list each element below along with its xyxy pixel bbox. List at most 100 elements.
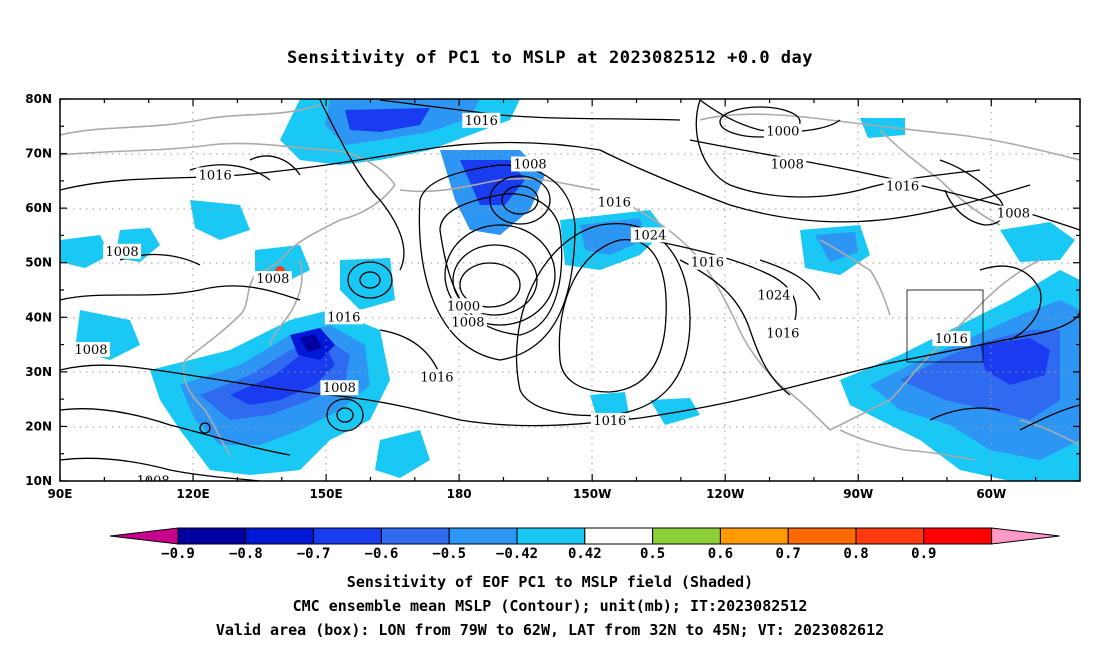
contour-label: 1016 [462, 112, 501, 129]
svg-text:1016: 1016 [593, 414, 626, 429]
contour-label: 1016 [417, 369, 456, 385]
contour-label: 1016 [688, 254, 727, 271]
svg-text:1016: 1016 [886, 179, 919, 194]
svg-text:1008: 1008 [323, 381, 356, 396]
lon-label: 90E [48, 487, 73, 501]
contour-label: 1008 [768, 156, 807, 172]
longitude-labels: 90E 120E 150E 180 150W 120W 90W 60W [48, 487, 1007, 501]
contour-label: 1000 [763, 123, 802, 140]
colorbar-label: −0.5 [432, 546, 466, 562]
contour-label: 1008 [511, 156, 550, 172]
lat-label: 30N [25, 365, 52, 379]
contour-label: 1016 [932, 331, 971, 347]
svg-text:1016: 1016 [420, 370, 453, 385]
lon-label: 120W [706, 487, 744, 501]
svg-text:1024: 1024 [633, 228, 666, 243]
colorbar-high-extension [991, 527, 1060, 545]
colorbar-low-extension [109, 527, 179, 545]
contour-label: 1008 [134, 473, 173, 489]
colorbar-swatch [719, 527, 789, 545]
contour-label: 1024 [630, 227, 669, 243]
contour-label: 1016 [324, 309, 363, 325]
contour-label: 1024 [755, 287, 793, 303]
contour-label: 1008 [103, 243, 142, 260]
colorbar-swatch [313, 527, 382, 545]
contour-label: 1008 [72, 342, 111, 358]
lon-label: 90W [843, 487, 873, 501]
colorbar-swatch [177, 527, 247, 545]
colorbar-label: 0.6 [708, 546, 733, 562]
contour-label: 1016 [196, 167, 235, 183]
axis-ticks [59, 98, 1081, 482]
lon-label: 150W [573, 487, 611, 501]
colorbar-label: −0.42 [496, 546, 538, 562]
svg-text:1016: 1016 [199, 168, 232, 183]
colorbar-swatch [245, 527, 315, 545]
contour-label: 1016 [595, 194, 634, 211]
colorbar-label: 0.5 [640, 546, 665, 562]
colorbar-swatch [448, 527, 518, 545]
svg-text:1000: 1000 [766, 125, 799, 140]
lon-label: 120E [176, 487, 209, 501]
contour-label: 1016 [590, 412, 629, 429]
colorbar-swatch [516, 527, 586, 545]
sensitivity-shading [60, 99, 1080, 481]
contour-label: 1008 [449, 314, 487, 331]
contour-label: 1016 [883, 178, 922, 194]
contour-label: 1008 [320, 380, 359, 396]
colorbar-label: −0.6 [365, 546, 399, 562]
colorbar-label: 0.8 [843, 546, 868, 562]
colorbar-swatch [380, 527, 450, 545]
svg-text:1016: 1016 [465, 114, 498, 129]
footer-line-2: CMC ensemble mean MSLP (Contour); unit(m… [292, 597, 808, 615]
svg-text:1016: 1016 [766, 327, 799, 342]
svg-text:1008: 1008 [137, 474, 170, 489]
lon-label: 180 [447, 487, 472, 501]
contour-labels: 1016 1008 1016 1008 1008 1016 1008 1008 1016 1000… [72, 112, 1033, 489]
lat-label: 50N [25, 256, 52, 270]
contour-label: 1008 [253, 271, 292, 287]
coastlines [60, 104, 1080, 461]
svg-text:1008: 1008 [256, 272, 289, 287]
svg-text:1008: 1008 [514, 157, 547, 172]
plot-title: Sensitivity of PC1 to MSLP at 2023082512… [286, 48, 813, 68]
lat-label: 20N [25, 419, 52, 433]
lon-label: 150E [309, 487, 342, 501]
lat-label: 80N [25, 92, 52, 106]
colorbar-label: −0.7 [297, 546, 331, 562]
colorbar-swatch [787, 527, 857, 545]
svg-text:1016: 1016 [598, 196, 631, 211]
colorbar-label: 0.9 [911, 546, 936, 562]
contour-label: 1008 [994, 205, 1033, 222]
colorbar-swatch [923, 527, 993, 545]
lat-label: 60N [25, 201, 52, 215]
footer-line-3: Valid area (box): LON from 79W to 62W, L… [215, 621, 885, 639]
svg-text:1008: 1008 [997, 207, 1030, 222]
svg-text:1008: 1008 [771, 157, 804, 172]
svg-text:1008: 1008 [74, 343, 107, 358]
lat-label: 40N [25, 310, 52, 324]
colorbar-swatch [652, 527, 721, 545]
colorbar: −0.9 −0.8 −0.7 −0.6 −0.5 −0.42 0.42 0.5 0.6 0.7 0.… [109, 527, 1060, 562]
svg-text:1024: 1024 [757, 288, 790, 303]
valid-area-box [906, 289, 984, 363]
footer-line-1: Sensitivity of EOF PC1 to MSLP field (Sh… [346, 573, 754, 591]
svg-text:1016: 1016 [935, 332, 968, 347]
colorbar-label: 0.7 [776, 546, 801, 562]
svg-text:1008: 1008 [451, 316, 484, 331]
colorbar-swatch [584, 527, 654, 545]
contour-label: 1000 [444, 298, 483, 314]
lat-label: 70N [25, 147, 52, 161]
colorbar-swatch [855, 527, 925, 545]
lon-label: 60W [976, 487, 1006, 501]
graticule [60, 99, 1080, 481]
colorbar-label: 0.42 [568, 546, 602, 562]
colorbar-label: −0.9 [161, 546, 195, 562]
svg-text:1000: 1000 [447, 299, 480, 314]
latitude-labels: 80N 70N 60N 50N 40N 30N 20N 10N [25, 92, 52, 488]
colorbar-label: −0.8 [229, 546, 263, 562]
svg-text:1016: 1016 [691, 256, 724, 271]
svg-text:1016: 1016 [327, 310, 360, 325]
lat-label: 10N [25, 474, 52, 488]
